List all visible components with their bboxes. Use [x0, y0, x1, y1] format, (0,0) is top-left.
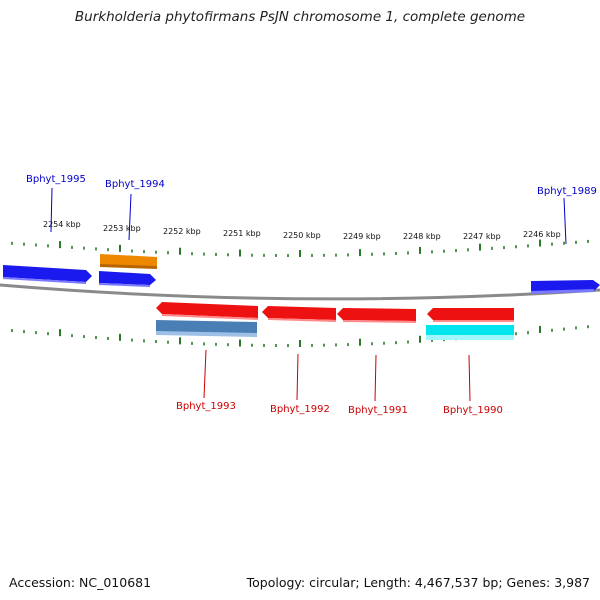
- scale-label: 2246 kbp: [523, 230, 561, 239]
- gene-label-bphyt-1994[interactable]: Bphyt_1994: [105, 179, 165, 190]
- scale-label: 2249 kbp: [343, 232, 381, 241]
- accession-text: Accession: NC_010681: [9, 575, 152, 590]
- scale-labels: 2254 kbp 2253 kbp 2252 kbp 2251 kbp 2250…: [43, 220, 561, 241]
- chromosome-backbone: [0, 283, 600, 301]
- gene-label-bphyt-1990[interactable]: Bphyt_1990: [443, 405, 503, 416]
- gene-label-bphyt-1991[interactable]: Bphyt_1991: [348, 405, 408, 416]
- gene-arrow-bphyt-1992[interactable]: [262, 306, 336, 320]
- leader-bphyt-1995: [50, 187, 53, 233]
- gene-feature-cyan[interactable]: [426, 325, 514, 337]
- gene-label-bphyt-1995[interactable]: Bphyt_1995: [26, 174, 86, 185]
- gene-arrow-bphyt-1995[interactable]: [3, 265, 92, 282]
- gene-feature-steelblue[interactable]: [156, 320, 257, 335]
- gene-label-bphyt-1989[interactable]: Bphyt_1989: [537, 186, 597, 197]
- topology-text: Topology: circular; Length: 4,467,537 bp…: [246, 575, 590, 590]
- forward-genes: [3, 254, 600, 294]
- gene-arrow-bphyt-1990[interactable]: [427, 308, 514, 320]
- gene-label-bphyt-1992[interactable]: Bphyt_1992: [270, 404, 330, 415]
- leader-bphyt-1994: [128, 193, 132, 241]
- gene-label-bphyt-1993[interactable]: Bphyt_1993: [176, 401, 236, 412]
- gene-arrow-bphyt-1991[interactable]: [337, 308, 416, 321]
- scale-label: 2251 kbp: [223, 229, 261, 238]
- leader-bphyt-1989: [563, 197, 567, 245]
- gene-labels: Bphyt_1995 Bphyt_1994 Bphyt_1989 Bphyt_1…: [26, 174, 597, 416]
- gene-leader-lines: [50, 187, 567, 402]
- leader-bphyt-1992: [296, 353, 299, 401]
- gene-arrow-bphyt-1994[interactable]: [99, 271, 156, 285]
- scale-label: 2248 kbp: [403, 232, 441, 241]
- scale-ticks-top: [11, 239, 589, 258]
- scale-label: 2250 kbp: [283, 231, 321, 240]
- leader-bphyt-1993: [203, 349, 207, 399]
- leader-bphyt-1991: [374, 354, 377, 402]
- leader-bphyt-1990: [468, 354, 471, 402]
- scale-label: 2253 kbp: [103, 224, 141, 233]
- scale-ticks-bottom: [11, 325, 589, 348]
- map-title: Burkholderia phytofirmans PsJN chromosom…: [74, 9, 526, 25]
- gene-arrow-bphyt-1993[interactable]: [156, 302, 258, 318]
- scale-label: 2252 kbp: [163, 227, 201, 236]
- scale-label: 2254 kbp: [43, 220, 81, 229]
- scale-label: 2247 kbp: [463, 232, 501, 241]
- reverse-genes: [156, 302, 514, 340]
